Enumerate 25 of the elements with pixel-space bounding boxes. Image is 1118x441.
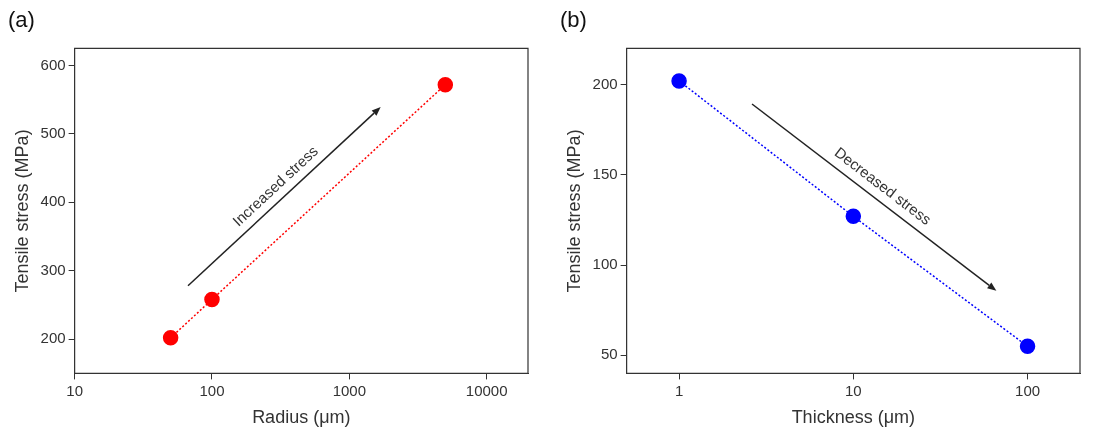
y-axis-title: Tensile stress (MPa): [563, 129, 584, 293]
y-tick-label: 50: [600, 345, 618, 363]
y-tick-label: 400: [40, 192, 66, 210]
x-tick-label: 1: [674, 381, 684, 399]
point: [671, 73, 687, 89]
x-tick-label: 100: [1015, 381, 1041, 399]
x-tick-label: 10000: [465, 381, 508, 399]
x-axis-title: Thickness (μm): [791, 407, 916, 428]
point: [845, 208, 862, 225]
y-tick-label: 200: [40, 329, 66, 347]
y-tick-label: 300: [40, 260, 66, 278]
x-tick-label: 1000: [332, 381, 366, 399]
y-tick-label: 600: [40, 55, 66, 73]
x-tick-label: 10: [844, 381, 862, 399]
x-axis-title: Radius (μm): [252, 407, 351, 428]
y-tick-label: 100: [592, 255, 618, 273]
y-axis-title: Tensile stress (MPa): [11, 129, 32, 293]
x-tick-label: 100: [199, 381, 225, 399]
chart-title: (b): [560, 7, 587, 33]
y-tick-label: 200: [592, 74, 618, 92]
chart-title: (a): [8, 7, 35, 33]
y-tick-label: 500: [40, 124, 66, 142]
x-tick-label: 10: [66, 381, 83, 399]
y-tick-label: 150: [592, 164, 618, 182]
point: [1019, 338, 1036, 355]
